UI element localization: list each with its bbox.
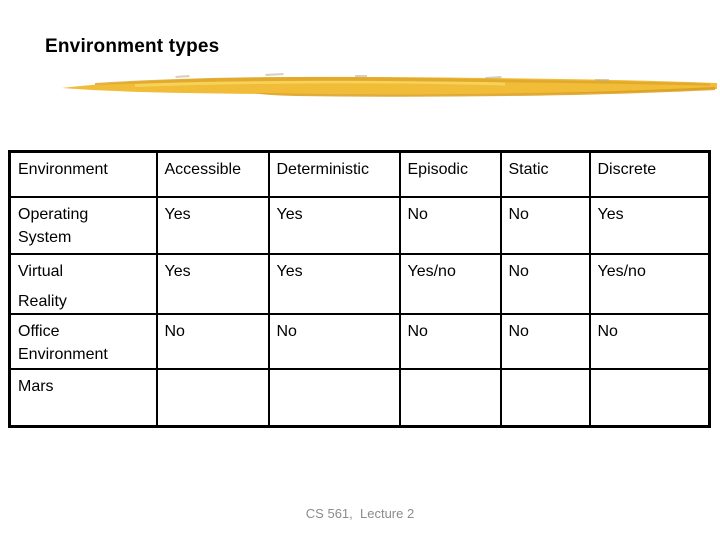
table-cell: No — [398, 195, 502, 255]
environment-types-table: Environment Accessible Deterministic Epi… — [8, 150, 711, 428]
header-cell-static: Static — [499, 150, 591, 198]
table-cell — [499, 367, 591, 428]
cell-text-line: Virtual — [18, 262, 64, 280]
table-cell: No — [499, 252, 591, 315]
table-cell: Yes — [588, 195, 711, 255]
header-cell-accessible: Accessible — [155, 150, 270, 198]
table-row-office-environment: Office Environment No No No No No — [8, 312, 711, 370]
table-cell — [398, 367, 502, 428]
table-cell — [267, 367, 401, 428]
table-cell: Yes — [155, 252, 270, 315]
cell-text-line: System — [18, 228, 72, 246]
cell-text-line: Mars — [18, 377, 54, 395]
header-cell-deterministic: Deterministic — [267, 150, 401, 198]
table-cell: Yes — [155, 195, 270, 255]
table-cell — [588, 367, 711, 428]
table-cell: No — [499, 312, 591, 370]
cell-text-line: Reality — [18, 292, 67, 310]
table-header-row: Environment Accessible Deterministic Epi… — [8, 150, 711, 198]
slide-title: Environment types — [45, 36, 220, 57]
table-cell: No — [267, 312, 401, 370]
table-cell: Yes/no — [588, 252, 711, 315]
cell-text-line: Environment — [18, 345, 108, 363]
table-row-mars: Mars — [8, 367, 711, 428]
row-name-cell: Operating System — [8, 195, 158, 255]
cell-text-line: Office — [18, 322, 60, 340]
header-cell-episodic: Episodic — [398, 150, 502, 198]
brush-stroke-underline-icon — [62, 73, 717, 97]
row-name-cell: Mars — [8, 367, 158, 428]
table-cell: Yes — [267, 252, 401, 315]
row-name-cell: Office Environment — [8, 312, 158, 370]
cell-text-line: Operating — [18, 205, 89, 223]
table-cell: Yes — [267, 195, 401, 255]
header-cell-discrete: Discrete — [588, 150, 711, 198]
table-cell: Yes/no — [398, 252, 502, 315]
table-cell: No — [398, 312, 502, 370]
row-name-cell: Virtual Reality — [8, 252, 158, 315]
table-row-operating-system: Operating System Yes Yes No No Yes — [8, 195, 711, 255]
header-cell-environment: Environment — [8, 150, 158, 198]
table-cell — [155, 367, 270, 428]
table-row-virtual-reality: Virtual Reality Yes Yes Yes/no No Yes/no — [8, 252, 711, 315]
table-cell: No — [155, 312, 270, 370]
slide-footer: CS 561, Lecture 2 — [305, 506, 415, 521]
table-cell: No — [499, 195, 591, 255]
table-cell: No — [588, 312, 711, 370]
